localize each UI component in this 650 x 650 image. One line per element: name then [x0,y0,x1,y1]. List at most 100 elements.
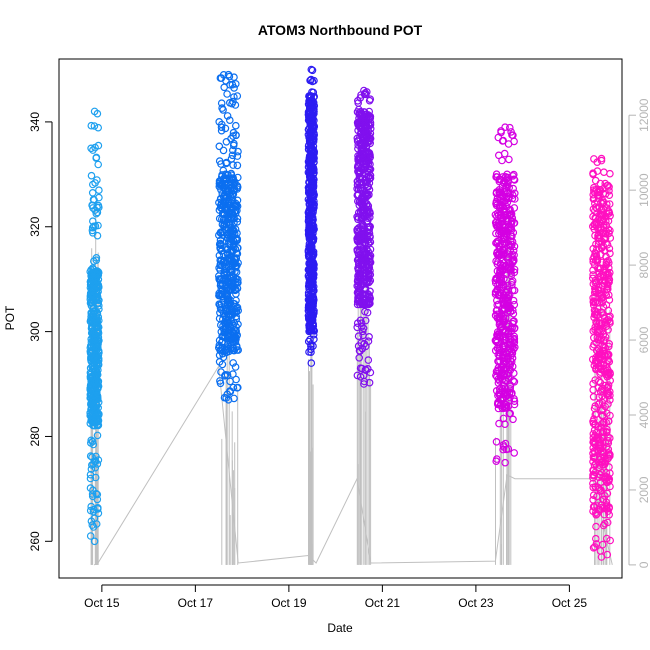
data-point [508,354,517,362]
data-point [592,365,600,374]
data-point [222,159,231,168]
data-point [228,80,237,89]
plot-frame [58,58,623,579]
data-point [364,116,373,124]
data-point [90,196,98,204]
data-point [309,342,317,350]
data-point [93,490,102,499]
data-point [492,189,501,198]
data-point [227,155,236,163]
chart-title: ATOM3 Northbound POT [258,22,423,38]
data-point [230,255,239,263]
data-point [234,147,242,156]
data-point [506,211,514,220]
y-tick-label: 320 [28,216,42,236]
data-point [594,335,603,344]
data-point [510,265,519,274]
data-point [87,377,96,386]
data-point [362,143,371,151]
x-tick-label: Oct 21 [365,596,401,610]
data-point [591,376,600,384]
y2-tick-label: 4000 [637,401,650,428]
data-point [600,510,609,519]
data-point [498,393,507,402]
data-point [357,111,366,120]
data-point [232,290,240,298]
data-point [93,203,101,212]
data-point [510,377,519,386]
data-point [596,186,604,194]
data-point [596,349,605,358]
data-point [358,327,367,336]
data-point [307,281,316,290]
data-point [366,270,375,279]
data-point [497,213,506,221]
data-point [226,239,235,248]
data-point [223,257,232,266]
data-point [600,460,609,469]
data-point [597,423,606,432]
data-point [593,257,602,266]
data-point [232,201,241,210]
data-point [510,394,518,403]
data-point [589,507,597,516]
data-point [492,335,501,344]
data-point [597,206,606,215]
data-point [497,127,505,135]
data-point [508,306,517,315]
data-point [605,200,614,208]
data-point [305,220,314,228]
data-point [217,229,225,237]
data-point [310,92,319,101]
data-point [86,532,95,540]
data-point [233,92,242,100]
data-point [604,259,613,267]
data-point [595,264,604,273]
data-point [218,104,226,112]
data-point [224,70,233,79]
data-point [502,391,511,400]
data-point [592,318,600,326]
data-point [590,340,598,349]
series-1-points [86,107,103,546]
data-point [223,188,232,196]
data-point [218,189,227,198]
data-point [604,417,613,426]
data-point [93,421,102,430]
data-point [363,228,371,236]
data-point [94,343,102,352]
data-point [357,274,365,282]
data-point [227,274,236,283]
data-point [94,509,103,518]
data-point [308,66,317,75]
data-point [593,224,602,233]
data-point [305,243,314,252]
data-point [87,436,96,445]
data-point [597,308,606,317]
data-point [604,449,613,457]
data-point [217,247,226,255]
data-point [589,470,598,479]
data-point [232,375,240,384]
data-point [228,283,237,292]
data-point [87,465,96,473]
data-point [304,125,313,134]
data-point [589,294,597,302]
data-point [306,327,314,335]
data-point [356,292,365,301]
data-point [501,226,510,235]
data-point [227,134,235,143]
data-point [92,256,101,265]
data-point [592,522,600,531]
data-point [363,177,372,186]
data-point [219,353,228,362]
data-point [87,121,96,130]
data-point [597,228,606,237]
data-point [589,479,597,488]
data-point [306,145,314,153]
data-point [503,227,511,236]
data-point [500,318,508,327]
data-point [215,344,223,352]
data-point [494,300,503,309]
